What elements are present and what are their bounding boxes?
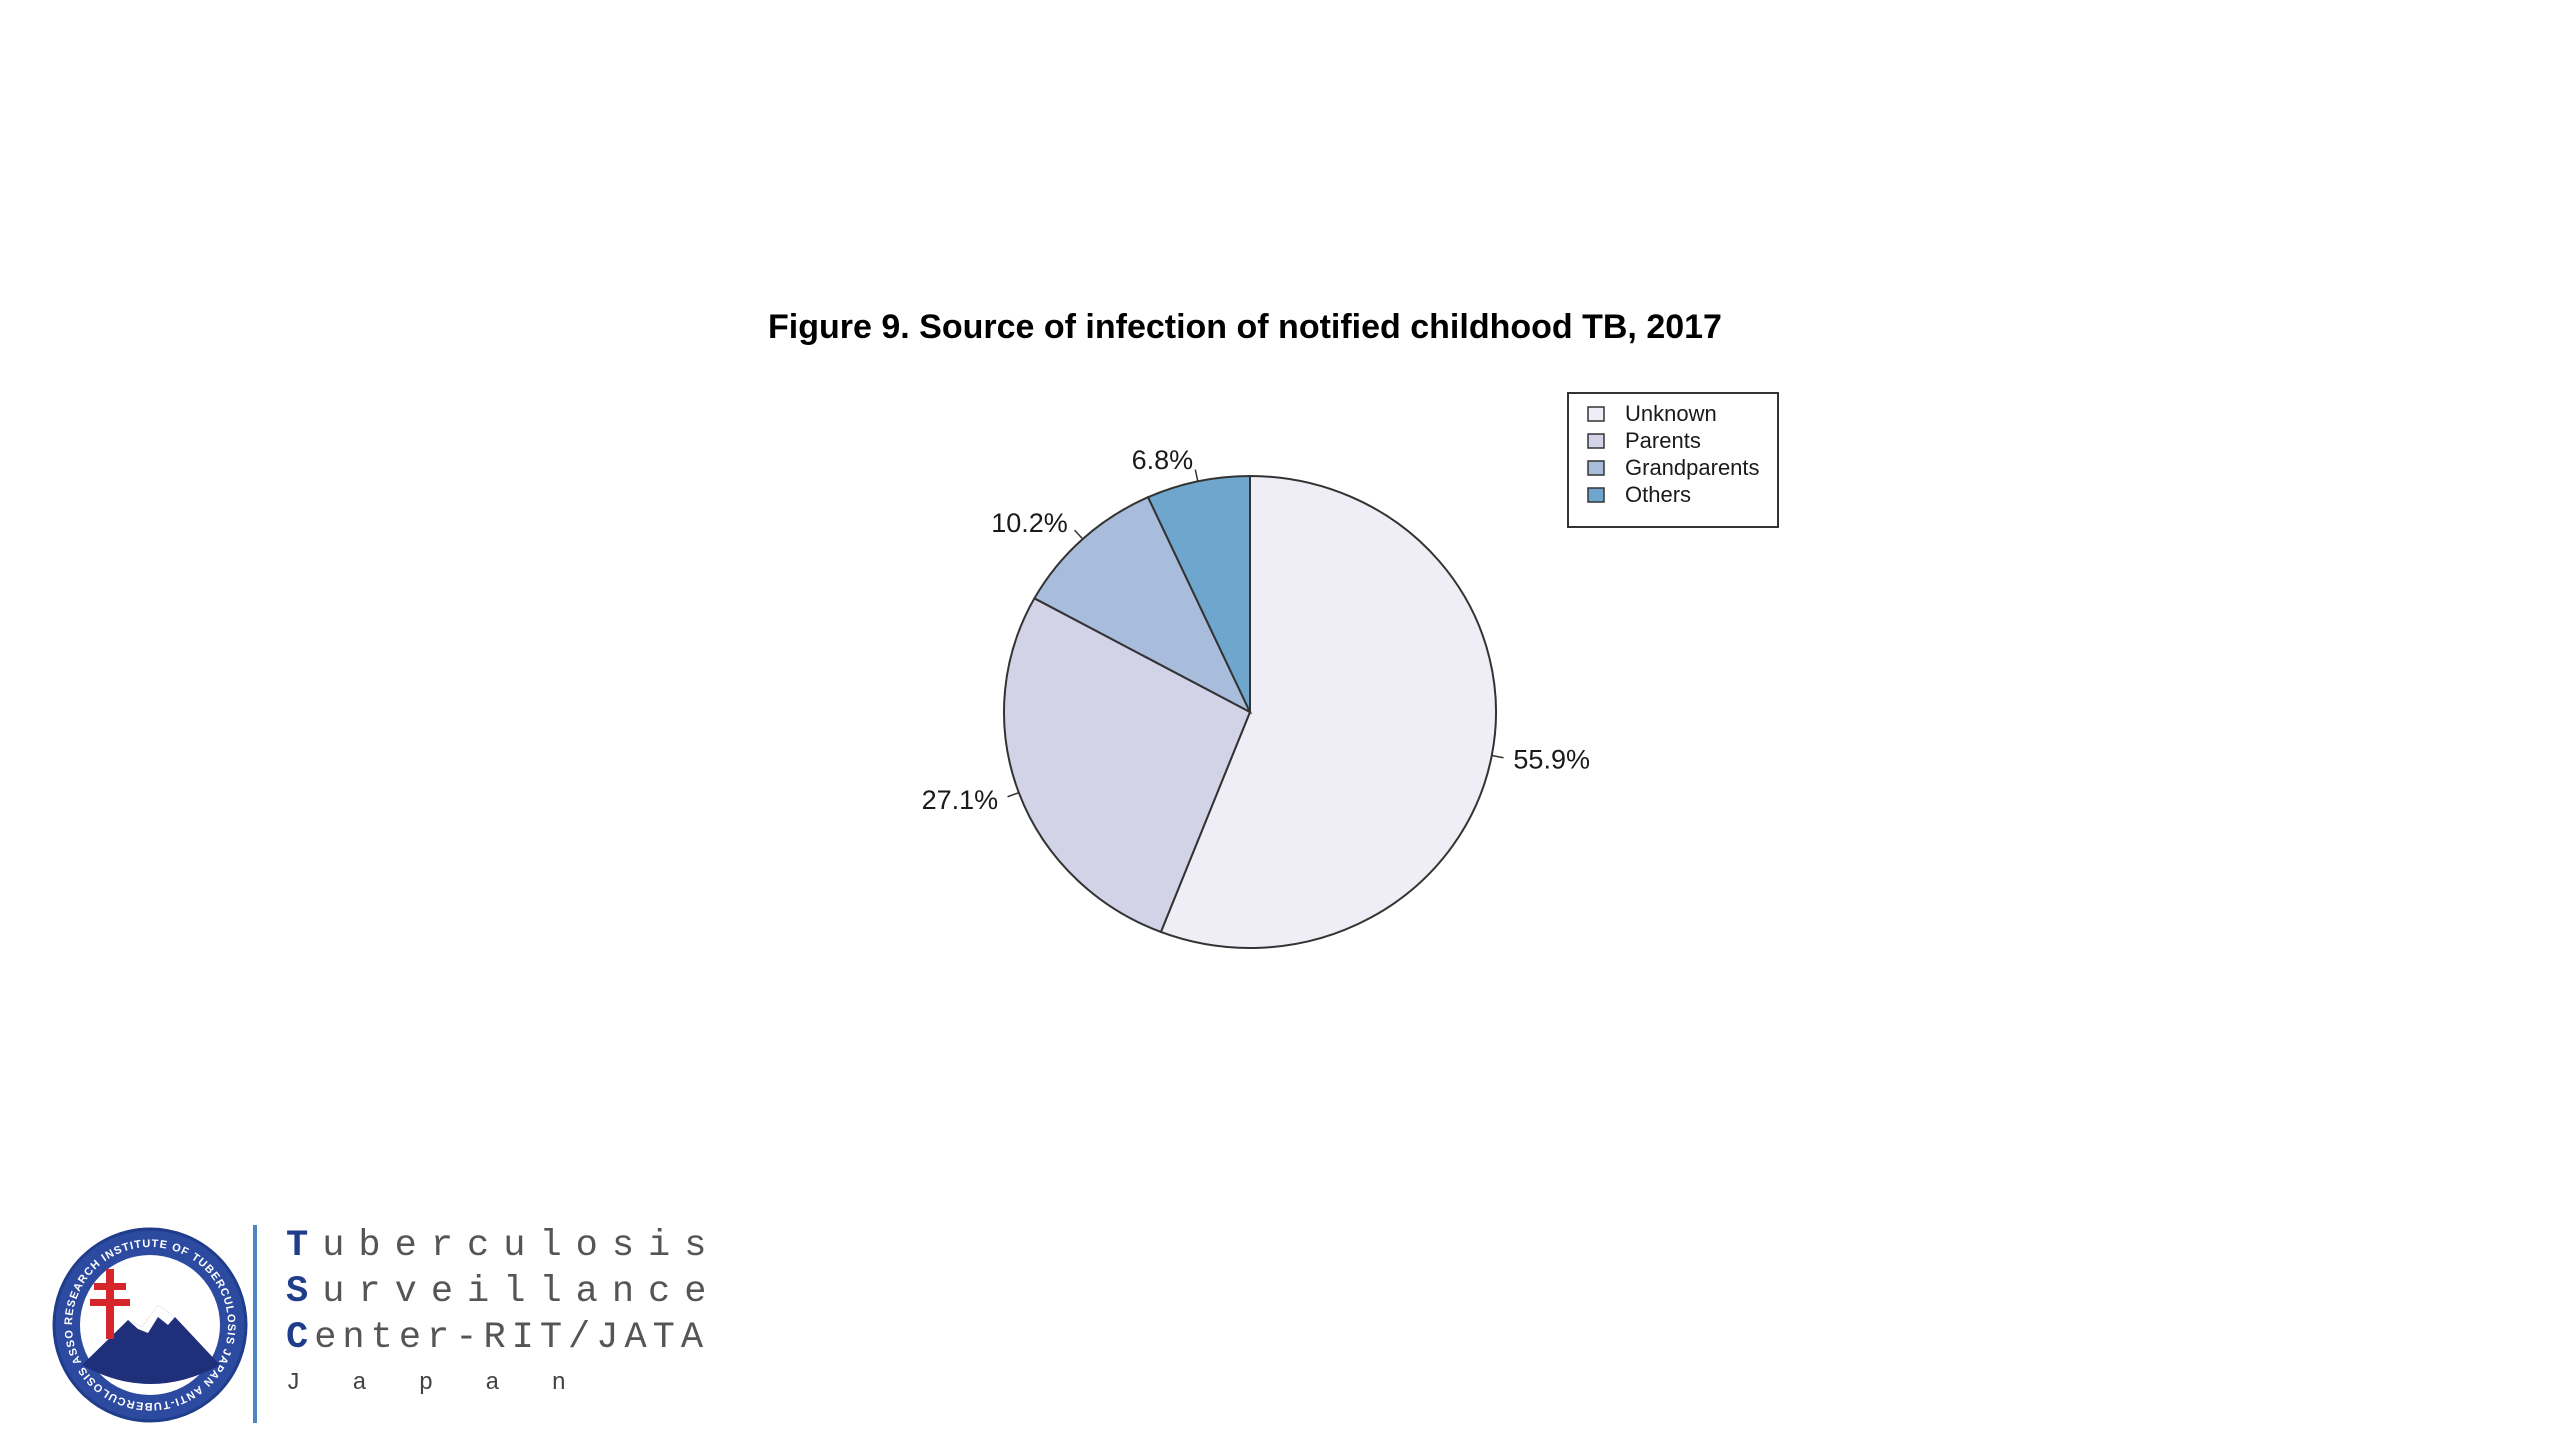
legend-label-unknown: Unknown [1625,401,1717,426]
logo-text-tuberculosis: Tuberculosis [286,1225,721,1267]
legend-swatch-grandparents [1587,460,1605,476]
logo-divider [253,1225,257,1423]
pie-slices [1003,474,1497,949]
pie-slice-unknown [1159,474,1497,949]
pie-slice-others [1146,474,1251,713]
logo-text-japan: Japan [286,1370,619,1397]
legend-swatch-unknown [1587,406,1605,422]
pie-label-grandparents: 10.2% [991,508,1068,538]
pie-label-tick [1074,529,1084,540]
logo-text-center: Center-RIT/JATA [286,1317,710,1359]
pie-label-tick [1007,791,1020,798]
chart-title: Figure 9. Source of infection of notifie… [768,308,1722,346]
organization-logo: RESEARCH INSTITUTE OF TUBERCULOSIS JAPAN… [50,1215,706,1423]
legend-label-parents: Parents [1625,428,1701,453]
pie-label-parents: 27.1% [922,785,999,815]
pie-label-others: 6.8% [1132,445,1194,475]
legend-swatch-others [1587,487,1605,503]
pie-slice-parents [1003,596,1252,934]
pie-slice-labels: 55.9% 27.1% 10.2% 6.8% [922,445,1590,815]
legend-swatch-parents [1587,433,1605,449]
legend-label-grandparents: Grandparents [1625,455,1760,480]
pie-label-tick [1491,754,1504,759]
pie-slice-grandparents [1033,495,1253,715]
rit-jata-seal-icon: RESEARCH INSTITUTE OF TUBERCULOSIS JAPAN… [50,1225,248,1423]
legend-label-others: Others [1625,482,1691,507]
logo-text-surveillance: Surveillance [286,1271,721,1313]
pie-label-tick [1194,469,1199,482]
pie-label-unknown: 55.9% [1513,745,1590,775]
